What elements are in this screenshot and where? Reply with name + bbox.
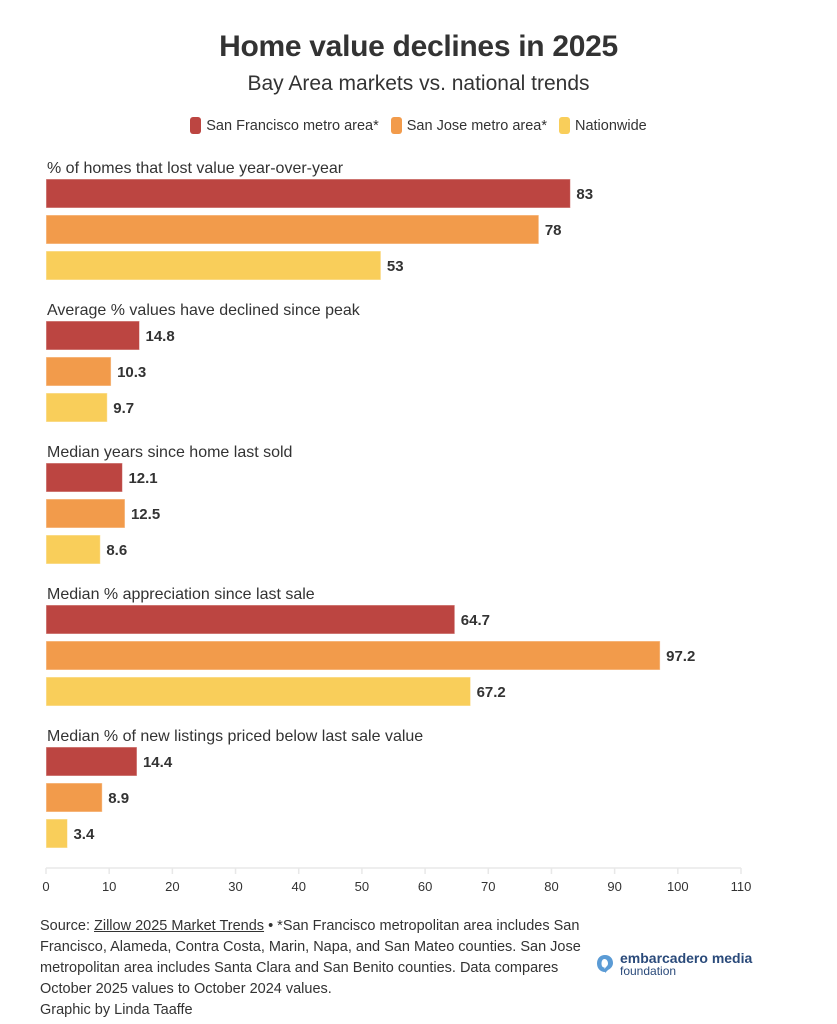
chart-subtitle: Bay Area markets vs. national trends: [247, 72, 590, 95]
data-label-sj: 10.3: [117, 364, 146, 381]
x-tick-label: 110: [731, 879, 752, 894]
legend: San Francisco metro area* San Jose metro…: [0, 117, 837, 134]
bar-sf: [45, 462, 123, 493]
data-label-nation: 8.6: [106, 542, 127, 559]
x-tick-label: 70: [481, 879, 495, 894]
legend-label-nation: Nationwide: [574, 117, 647, 134]
x-tick-label: 10: [102, 879, 116, 894]
group-label: Median years since home last sold: [47, 444, 292, 461]
data-label-sf: 14.8: [146, 328, 175, 345]
group-label: % of homes that lost value year-over-yea…: [47, 160, 344, 177]
x-tick-label: 100: [667, 879, 689, 894]
data-label-nation: 53: [387, 258, 404, 275]
bar-sj: [45, 214, 540, 245]
data-label-sf: 83: [576, 186, 593, 203]
data-label-nation: 9.7: [113, 400, 134, 417]
footer-note-text: • *San Francisco metropolitan area inclu…: [40, 918, 581, 997]
legend-item-sj: San Jose metro area*: [390, 117, 547, 134]
x-tick-label: 30: [228, 879, 242, 894]
legend-label-sj: San Jose metro area*: [406, 117, 547, 134]
legend-item-nation: Nationwide: [558, 117, 647, 134]
embarcadero-logo: embarcadero media foundation: [596, 951, 752, 977]
x-tick-label: 50: [355, 879, 369, 894]
data-label-nation: 3.4: [73, 826, 95, 843]
group-label: Median % of new listings priced below la…: [47, 728, 423, 745]
bar-nation: [45, 392, 108, 423]
source-link[interactable]: Zillow 2025 Market Trends: [94, 918, 265, 934]
legend-swatch-sf: [190, 117, 202, 134]
bar-sj: [45, 640, 661, 671]
x-tick-label: 20: [165, 879, 179, 894]
group-label: Median % appreciation since last sale: [47, 586, 315, 603]
logo-text-line1: embarcadero media: [620, 950, 753, 966]
bar-nation: [45, 534, 101, 565]
legend-swatch-sj: [390, 117, 402, 134]
data-label-sj: 8.9: [108, 790, 129, 807]
bar-sj: [45, 356, 112, 387]
data-label-sf: 14.4: [143, 754, 173, 771]
group-label: Average % values have declined since pea…: [47, 302, 361, 319]
data-label-nation: 67.2: [477, 684, 506, 701]
bar-sj: [45, 782, 103, 813]
chart-title: Home value declines in 2025: [219, 30, 618, 63]
legend-swatch-nation: [558, 117, 570, 134]
x-tick-label: 90: [607, 879, 621, 894]
graphic-credit: Graphic by Linda Taaffe: [40, 1002, 193, 1018]
source-prefix: Source:: [40, 918, 94, 934]
bar-sf: [45, 746, 138, 777]
x-tick-label: 0: [42, 879, 49, 894]
x-tick-label: 80: [544, 879, 558, 894]
bar-sf: [45, 178, 571, 209]
x-tick-label: 40: [291, 879, 305, 894]
bar-sf: [45, 604, 456, 635]
data-label-sf: 12.1: [128, 470, 157, 487]
data-label-sf: 64.7: [461, 612, 490, 629]
footer-note: Source: Zillow 2025 Market Trends • *San…: [40, 916, 600, 1021]
embarcadero-logo-icon: [597, 955, 613, 973]
bar-chart: % of homes that lost value year-over-yea…: [42, 160, 752, 894]
bar-nation: [45, 818, 68, 849]
legend-item-sf: San Francisco metro area*: [190, 117, 379, 134]
data-label-sj: 12.5: [131, 506, 160, 523]
bar-sj: [45, 498, 126, 529]
legend-label-sf: San Francisco metro area*: [206, 117, 379, 134]
bar-sf: [45, 320, 141, 351]
x-tick-label: 60: [418, 879, 432, 894]
data-label-sj: 78: [545, 222, 562, 239]
data-label-sj: 97.2: [666, 648, 695, 665]
bar-nation: [45, 250, 382, 281]
bar-nation: [45, 676, 472, 707]
logo-text-line2: foundation: [620, 964, 677, 978]
